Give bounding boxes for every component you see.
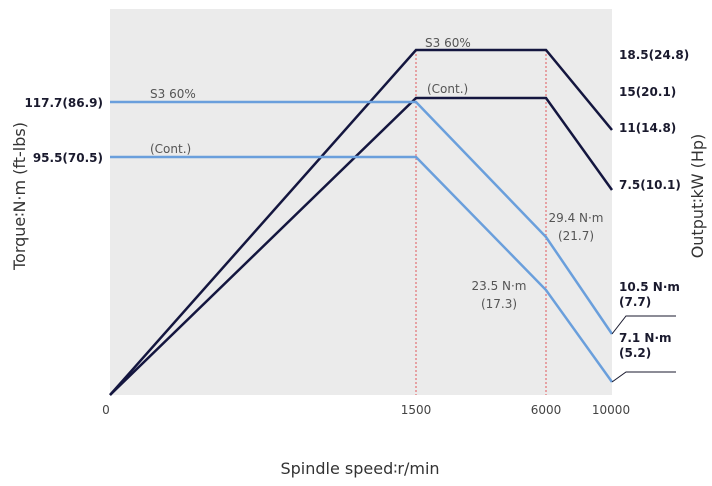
end-annot-10-5: 10.5 N·m (619, 280, 680, 294)
label-output-s3: S3 60% (425, 36, 471, 50)
right-label-11: 11(14.8) (619, 121, 676, 135)
right-label-7-5: 7.5(10.1) (619, 178, 681, 192)
end-annot-7-7: (7.7) (619, 295, 651, 309)
annot-29-4: 29.4 N·m (548, 211, 603, 225)
annot-21-7: (21.7) (558, 229, 594, 243)
x-tick-6000: 6000 (531, 403, 562, 417)
plot-background (110, 9, 612, 395)
end-annot-7-1: 7.1 N·m (619, 331, 672, 345)
torque-cont-line (110, 155, 614, 383)
y-axis-title-left: Torque∶N·m (ft-lbs) (10, 122, 29, 271)
label-torque-cont: (Cont.) (150, 142, 191, 156)
annot-23-5: 23.5 N·m (471, 279, 526, 293)
right-label-18-5: 18.5(24.8) (619, 48, 689, 62)
leader-line-10-5 (611, 315, 676, 335)
end-annot-5-2: (5.2) (619, 346, 651, 360)
output-s3-line (109, 48, 613, 396)
annot-17-3: (17.3) (481, 297, 517, 311)
label-output-cont: (Cont.) (427, 82, 468, 96)
output-cont-line (109, 96, 614, 396)
x-tick-0: 0 (102, 403, 110, 417)
left-label-117-7: 117.7(86.9) (24, 96, 103, 110)
leader-line-7-1 (611, 371, 676, 383)
label-torque-s3: S3 60% (150, 87, 196, 101)
torque-s3-line (110, 100, 614, 335)
y-axis-title-right: Output∶kW (Hp) (688, 134, 707, 259)
x-axis-title: Spindle speed∶r/min (280, 459, 439, 478)
left-label-95-5: 95.5(70.5) (33, 151, 103, 165)
x-tick-10000: 10000 (592, 403, 630, 417)
x-tick-1500: 1500 (401, 403, 432, 417)
right-label-15: 15(20.1) (619, 85, 676, 99)
